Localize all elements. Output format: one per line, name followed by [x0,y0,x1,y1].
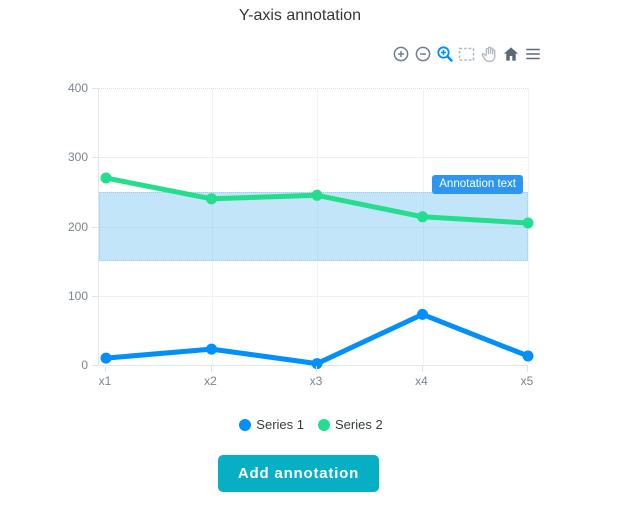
x-axis-label: x2 [204,374,217,388]
legend-label: Series 2 [335,417,383,432]
series-line-1 [103,311,531,367]
add-annotation-button[interactable]: Add annotation [218,455,379,492]
series-plot [100,172,534,370]
zoom-in-icon[interactable] [391,44,410,63]
chart-legend: Series 1 Series 2 [0,417,622,432]
data-point-marker[interactable] [311,358,323,370]
x-axis-label: x4 [415,374,428,388]
y-axis-tick [92,295,98,297]
legend-marker [318,418,330,431]
y-axis-tick [92,157,98,159]
x-axis-tick [527,366,528,372]
y-axis-label: 300 [67,150,88,165]
y-axis-label: 0 [81,358,88,372]
grid-line-vertical [317,88,318,365]
x-axis-label: x3 [309,374,323,388]
data-point-marker[interactable] [206,343,217,355]
y-axis-label: 100 [67,288,88,303]
legend-label: Series 1 [256,417,304,432]
data-point-marker[interactable] [522,350,534,362]
legend-item[interactable]: Series 2 [318,417,383,432]
x-axis-tick [421,366,423,372]
y-axis-label: 200 [67,219,88,234]
data-point-marker[interactable] [522,217,534,229]
selection-zoom-icon[interactable] [435,44,454,63]
x-axis-label: x1 [98,374,112,388]
home-icon[interactable] [501,44,520,63]
pan-icon[interactable] [479,44,498,63]
legend-item[interactable]: Series 1 [239,417,304,432]
legend-marker [239,418,252,431]
selection-icon[interactable] [457,44,476,63]
data-point-marker[interactable] [417,308,428,320]
y-axis-tick [92,365,98,366]
x-axis-tick [316,366,317,372]
x-axis-label: x5 [520,374,534,388]
chart-title: Y-axis annotation [238,7,362,24]
x-axis-tick [210,366,212,372]
chart-toolbar [391,44,542,63]
annotation-label: Annotation text [432,174,523,194]
menu-icon[interactable] [523,44,542,63]
grid-line-vertical [211,88,213,365]
data-point-marker[interactable] [100,172,112,184]
data-point-marker[interactable] [100,352,112,364]
grid-line-horizontal [99,157,528,159]
data-point-marker[interactable] [206,193,217,205]
y-axis-tick [92,226,98,228]
x-axis-tick [105,366,106,372]
grid-line-horizontal [99,226,528,228]
grid-line-horizontal [99,88,528,89]
zoom-out-icon[interactable] [413,44,432,63]
annotation-band [99,191,528,262]
y-axis-label: 400 [67,81,88,95]
grid-line-horizontal [99,295,528,297]
data-point-marker[interactable] [311,189,323,201]
y-axis-tick [92,88,98,89]
grid-line-vertical [422,88,424,365]
data-point-marker[interactable] [417,211,428,223]
plot-area: Annotation text [98,88,534,370]
